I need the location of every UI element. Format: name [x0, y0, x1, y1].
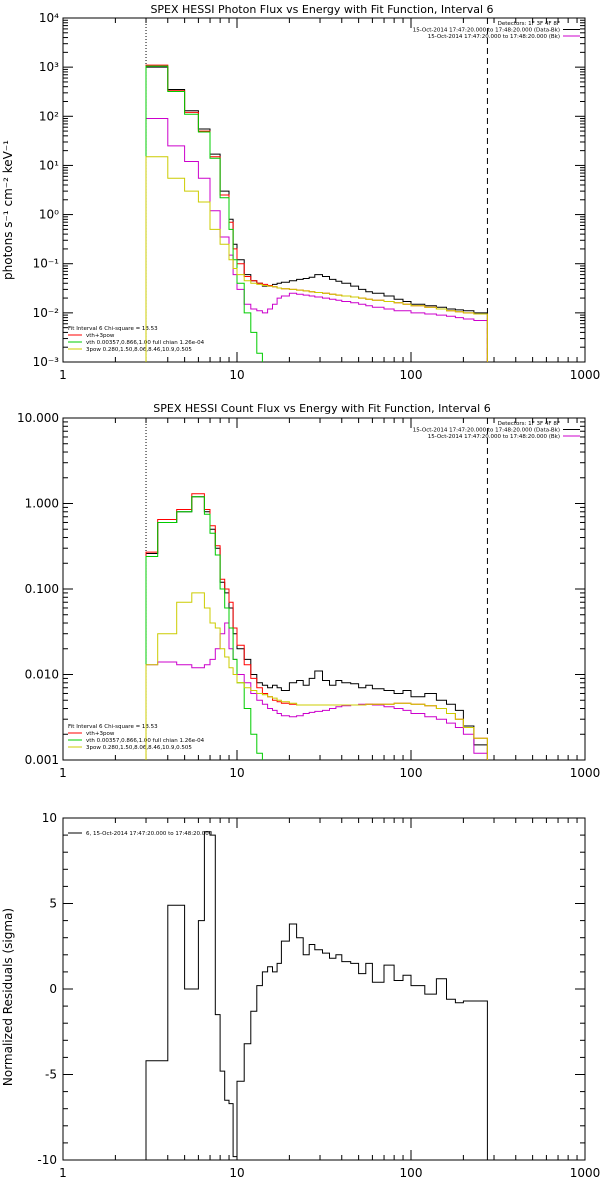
resid-ytick-label: -10	[37, 1153, 57, 1167]
count-xtick-label: 100	[400, 766, 423, 780]
photon-ytick-label: 10⁴	[39, 11, 59, 25]
count-legend-top-text: Detectors: 1F 3F 4F 8F	[498, 421, 560, 427]
resid-xtick-label: 100	[400, 1166, 423, 1180]
resid-legend-text: 6, 15-Oct-2014 17:47:20.000 to 17:48:20.…	[86, 831, 213, 837]
resid-ytick-label: -5	[45, 1068, 57, 1082]
count-series-vth	[145, 496, 263, 760]
photon-xtick-label: 10	[229, 368, 244, 382]
photon-ytick-label: 10⁰	[39, 208, 59, 222]
photon-ylabel: photons s⁻¹ cm⁻² keV⁻¹	[1, 140, 15, 280]
photon-legend-top-text: Detectors: 1F 3F 4F 8F	[498, 21, 560, 27]
count-legend-top-text: 15-Oct-2014 17:47:20.000 to 17:48:20.000…	[413, 428, 560, 434]
count-title: SPEX HESSI Count Flux vs Energy with Fit…	[153, 402, 490, 415]
photon-series-data-bk	[145, 66, 488, 362]
count-xtick-label: 1000	[570, 766, 600, 780]
resid-ytick-label: 10	[42, 811, 57, 825]
photon-series-bk	[145, 118, 488, 362]
resid-series-residual	[145, 831, 488, 1160]
resid-plot-frame	[62, 817, 586, 1161]
count-ytick-label: 0.010	[25, 668, 59, 682]
photon-xtick-label: 1000	[570, 368, 600, 382]
count-plot-frame	[62, 417, 586, 761]
resid-xtick-label: 1	[59, 1166, 67, 1180]
photon-xtick-label: 100	[400, 368, 423, 382]
photon-flux-panel: SPEX HESSI Photon Flux vs Energy with Fi…	[1, 3, 600, 382]
photon-ytick-label: 10³	[39, 60, 59, 74]
count-legend-bottom-text: vth 0.00357,0.866,1.00 full chian 1.26e-…	[86, 738, 205, 744]
count-ytick-label: 0.100	[25, 582, 59, 596]
count-series-3pow	[145, 592, 488, 760]
photon-legend-top-text: 15-Oct-2014 17:47:20.000 to 17:48:20.000…	[428, 34, 560, 40]
count-ytick-label: 0.001	[25, 753, 59, 767]
count-legend-bottom-text: vth+3pow	[86, 731, 115, 737]
count-ytick-label: 1.000	[25, 497, 59, 511]
count-ytick-label: 10.000	[17, 411, 59, 425]
photon-ytick-label: 10⁻²	[33, 306, 60, 320]
photon-ytick-label: 10¹	[39, 158, 59, 172]
photon-series-3pow	[145, 156, 488, 362]
resid-xtick-label: 1000	[570, 1166, 600, 1180]
resid-ytick-label: 5	[49, 897, 57, 911]
photon-legend-bottom-text: Fit Interval 6 Chi-square = 13.53	[68, 326, 158, 332]
photon-ytick-label: 10⁻¹	[33, 257, 60, 271]
photon-legend-bottom-text: vth 0.00357,0.866,1.00 full chian 1.26e-…	[86, 340, 205, 346]
count-flux-panel: SPEX HESSI Count Flux vs Energy with Fit…	[17, 402, 600, 780]
count-series-vth-3pow	[145, 493, 488, 760]
resid-xtick-label: 10	[229, 1166, 244, 1180]
count-legend-bottom-text: 3pow 0.280,1.50,8.06,8.46,10.9,0.505	[86, 745, 192, 751]
photon-xtick-label: 1	[59, 368, 67, 382]
photon-ytick-label: 10⁻³	[33, 355, 60, 369]
count-legend-bottom: Fit Interval 6 Chi-square = 13.53vth+3po…	[68, 724, 205, 751]
resid-legend-top: 6, 15-Oct-2014 17:47:20.000 to 17:48:20.…	[68, 831, 213, 837]
count-legend-bottom-text: Fit Interval 6 Chi-square = 13.53	[68, 724, 158, 730]
resid-ylabel: Normalized Residuals (sigma)	[1, 908, 15, 1086]
resid-ytick-label: 0	[49, 982, 57, 996]
count-series-bk	[145, 622, 488, 760]
residuals-panel: Normalized Residuals (sigma) 6, 15-Oct-2…	[1, 811, 600, 1180]
count-legend-top-text: 15-Oct-2014 17:47:20.000 to 17:48:20.000…	[428, 434, 560, 440]
photon-series-vth	[145, 65, 263, 362]
count-xtick-label: 1	[59, 766, 67, 780]
photon-legend-bottom: Fit Interval 6 Chi-square = 13.53vth+3po…	[68, 326, 205, 353]
photon-ytick-label: 10²	[39, 109, 59, 123]
photon-legend-bottom-text: vth+3pow	[86, 333, 115, 339]
photon-legend-top-text: 15-Oct-2014 17:47:20.000 to 17:48:20.000…	[413, 28, 560, 34]
count-xtick-label: 10	[229, 766, 244, 780]
photon-legend-bottom-text: 3pow 0.280,1.50,8.06,8.46,10.9,0.505	[86, 347, 192, 353]
count-series-data-bk	[145, 496, 488, 760]
photon-title: SPEX HESSI Photon Flux vs Energy with Fi…	[150, 3, 493, 16]
photon-plot-frame	[62, 17, 586, 363]
